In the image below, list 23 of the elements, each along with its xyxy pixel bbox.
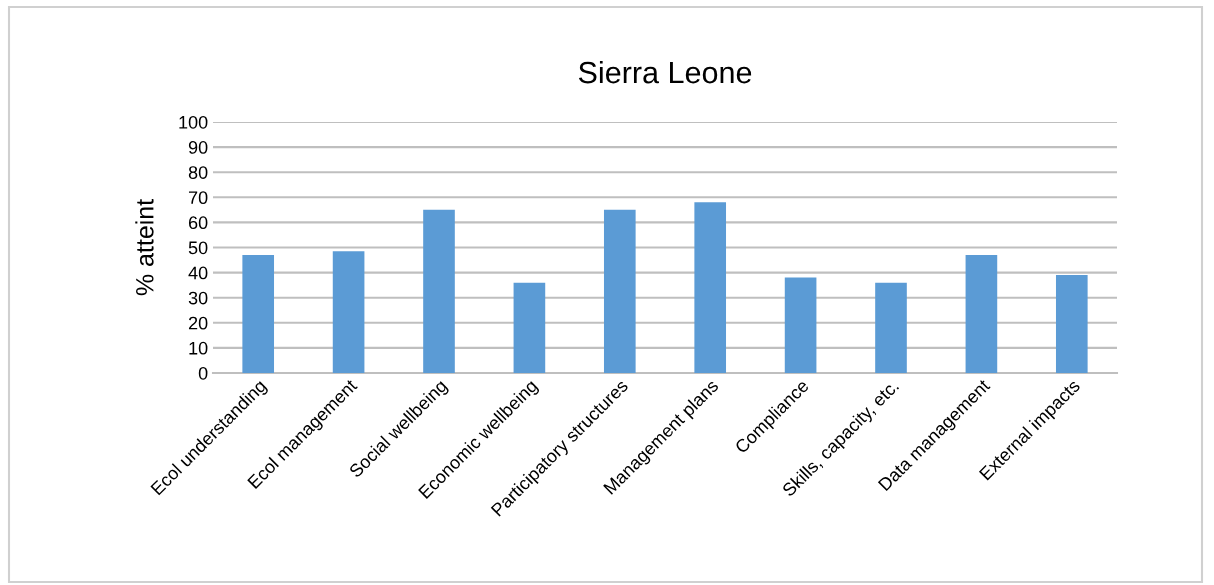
y-axis-title: % atteint <box>135 199 154 296</box>
bar <box>1055 275 1088 373</box>
y-tick-label: 50 <box>188 241 208 255</box>
y-tick-label: 40 <box>188 266 208 280</box>
y-tick-label: 0 <box>198 366 208 380</box>
bar <box>603 209 636 373</box>
bar <box>332 251 365 373</box>
bar <box>875 282 907 373</box>
bar <box>965 255 998 373</box>
y-tick-label: 90 <box>188 141 208 154</box>
bar <box>423 209 455 373</box>
y-tick-label: 70 <box>188 191 208 205</box>
y-tick-label: 80 <box>188 166 208 179</box>
y-tick-label: 10 <box>189 341 208 355</box>
y-tick-label: 60 <box>188 216 208 230</box>
bar <box>694 202 727 373</box>
bar <box>513 282 546 373</box>
y-tick-label: 100 <box>179 115 208 129</box>
y-tick-label: 30 <box>188 291 208 305</box>
chart-title: Sierra Leone <box>578 60 752 84</box>
bar <box>242 255 275 373</box>
y-tick-label: 20 <box>188 316 208 330</box>
bar <box>784 277 817 373</box>
